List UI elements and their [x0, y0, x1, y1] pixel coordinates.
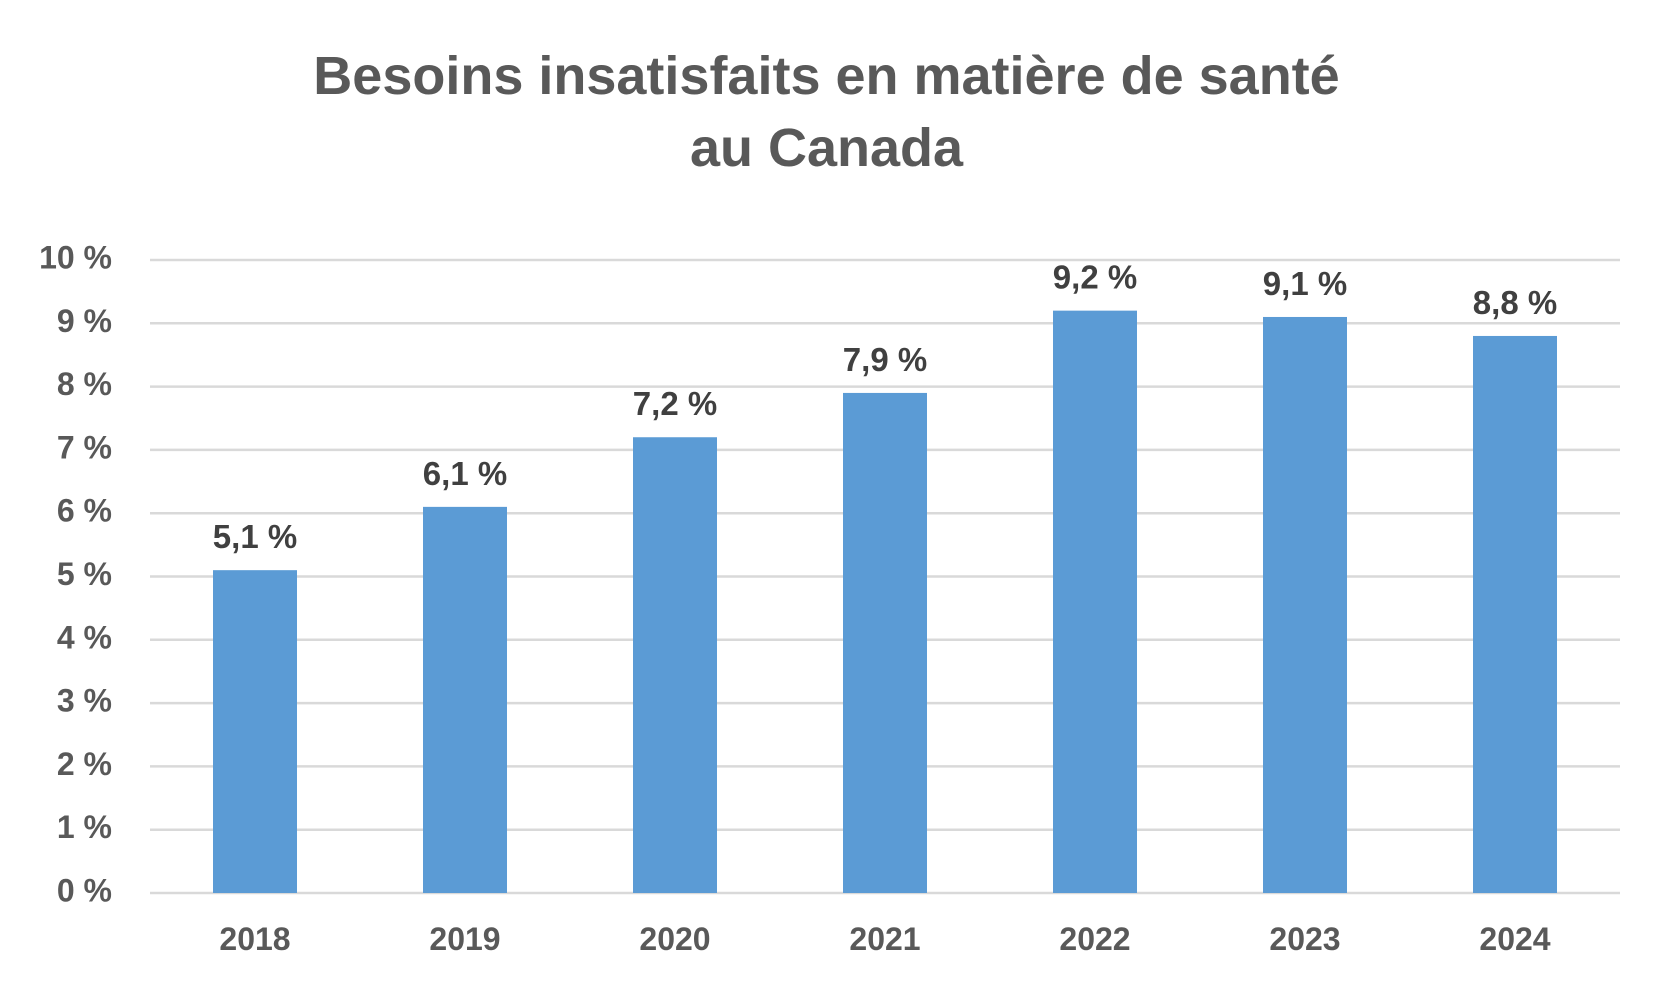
- y-tick-label: 3 %: [57, 683, 112, 719]
- bar: [843, 392, 927, 893]
- bar: [213, 570, 297, 893]
- bars: [213, 310, 1557, 894]
- chart-title-line-2: au Canada: [689, 118, 964, 178]
- y-tick-label: 7 %: [57, 429, 112, 465]
- data-label: 9,1 %: [1263, 265, 1347, 302]
- x-tick-label: 2023: [1269, 921, 1340, 957]
- y-tick-label: 5 %: [57, 556, 112, 592]
- data-labels: 5,1 % 6,1 % 7,2 % 7,9 % 9,2 % 9,1 % 8,8 %: [213, 259, 1557, 556]
- y-tick-label: 4 %: [57, 619, 112, 655]
- bar: [1263, 316, 1347, 894]
- data-label: 5,1 %: [213, 518, 297, 555]
- x-axis-ticks: 2018 2019 2020 2021 2022 2023 2024: [219, 921, 1550, 957]
- y-tick-label: 6 %: [57, 493, 112, 529]
- y-tick-label: 2 %: [57, 746, 112, 782]
- data-label: 9,2 %: [1053, 259, 1137, 296]
- x-tick-label: 2020: [639, 921, 710, 957]
- x-tick-label: 2022: [1059, 921, 1130, 957]
- bar: [633, 437, 717, 893]
- chart-title-line-1: Besoins insatisfaits en matière de santé: [313, 46, 1340, 106]
- data-label: 6,1 %: [423, 455, 507, 492]
- bar: [1053, 310, 1137, 893]
- y-tick-label: 9 %: [57, 303, 112, 339]
- data-label: 8,8 %: [1473, 284, 1557, 321]
- y-axis-ticks: 0 % 1 % 2 % 3 % 4 % 5 % 6 % 7 % 8 % 9 % 10 %: [39, 239, 112, 908]
- data-label: 7,9 %: [843, 341, 927, 378]
- x-tick-label: 2018: [219, 921, 290, 957]
- x-tick-label: 2024: [1479, 921, 1550, 957]
- x-tick-label: 2019: [429, 921, 500, 957]
- y-tick-label: 0 %: [57, 872, 112, 908]
- y-tick-label: 8 %: [57, 366, 112, 402]
- y-tick-label: 1 %: [57, 809, 112, 845]
- bar: [1473, 335, 1557, 894]
- y-tick-label: 10 %: [39, 239, 112, 275]
- bar: [423, 506, 507, 893]
- data-label: 7,2 %: [633, 385, 717, 422]
- x-tick-label: 2021: [849, 921, 920, 957]
- chart-title: Besoins insatisfaits en matière de santé…: [0, 40, 1653, 184]
